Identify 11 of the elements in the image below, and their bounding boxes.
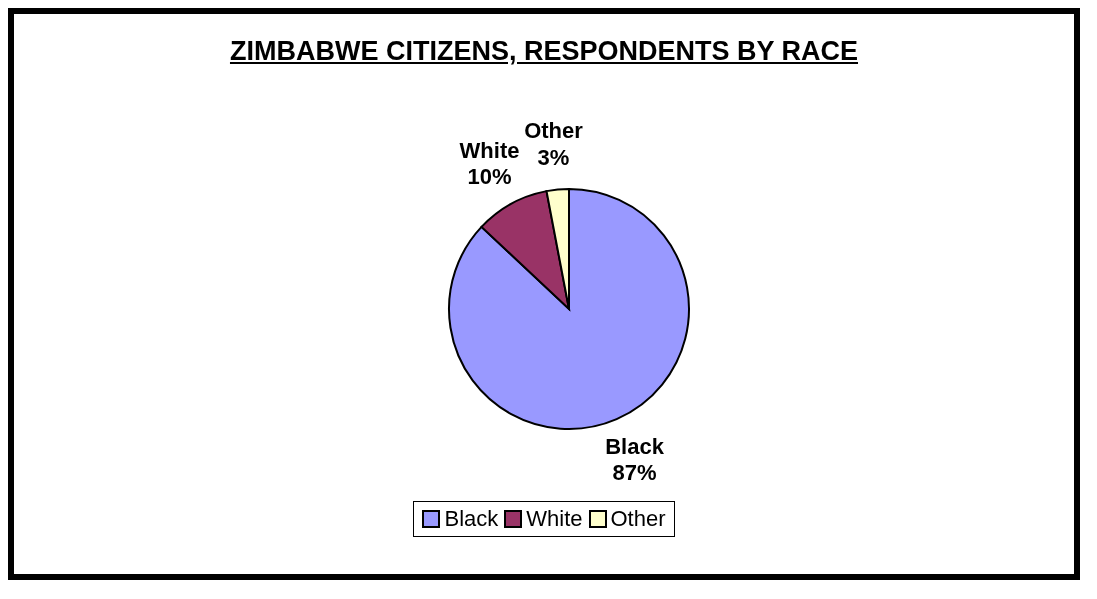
slice-label: Black bbox=[605, 433, 665, 459]
pie-slice bbox=[448, 188, 690, 430]
legend-label: Other bbox=[609, 506, 666, 532]
chart-title: ZIMBABWE CITIZENS, RESPONDENTS BY RACE bbox=[228, 36, 859, 67]
legend-label: White bbox=[525, 506, 583, 532]
data-label: 3% bbox=[537, 144, 570, 170]
slice-label: White bbox=[459, 137, 520, 163]
data-label: 10% bbox=[467, 164, 512, 190]
legend-label: Black bbox=[443, 506, 499, 532]
data-label: 87% bbox=[612, 460, 657, 486]
slice-label: Other bbox=[524, 118, 584, 144]
